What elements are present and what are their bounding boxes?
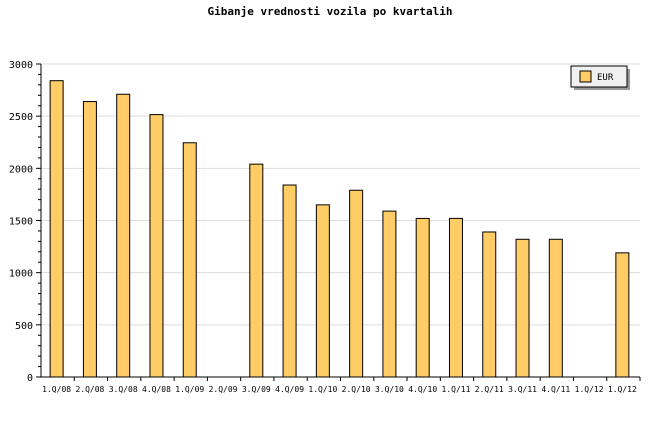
bar: [315, 204, 330, 378]
bar: [149, 114, 164, 378]
bar: [116, 93, 131, 378]
y-tick-label: 500: [15, 321, 33, 332]
x-tick-label: 3.Q/09: [242, 385, 271, 394]
x-tick-label: 2.Q/10: [342, 385, 371, 394]
bar: [448, 217, 463, 378]
y-tick-label: 0: [27, 373, 33, 384]
x-tick-label: 1.Q/09: [175, 385, 204, 394]
x-tick-label: 1.Q/08: [42, 385, 71, 394]
x-tick-label: 1.Q/11: [442, 385, 471, 394]
bar: [415, 217, 430, 378]
bar: [382, 210, 397, 378]
x-tick-label: 4.Q/09: [275, 385, 304, 394]
bar: [349, 189, 364, 378]
legend: EUR: [570, 65, 630, 90]
x-tick-label: 2.Q/11: [475, 385, 504, 394]
x-tick-label: 4.Q/10: [408, 385, 437, 394]
y-tick-label: 1000: [9, 269, 33, 280]
x-tick-label: 2.Q/08: [75, 385, 104, 394]
x-tick-label: 1.Q/12: [575, 385, 604, 394]
bar: [82, 101, 97, 378]
x-tick-label: 3.Q/10: [375, 385, 404, 394]
y-tick-label: 2500: [9, 112, 33, 123]
bar: [482, 231, 497, 378]
x-tick-label: 4.Q/08: [142, 385, 171, 394]
chart-title: Gibanje vrednosti vozila po kvartalih: [207, 5, 452, 18]
legend-label: EUR: [597, 73, 614, 83]
x-tick-label: 1.Q/12: [608, 385, 637, 394]
y-tick-label: 1500: [9, 217, 33, 228]
bar: [515, 238, 530, 378]
legend-swatch: [579, 70, 592, 83]
bar: [182, 142, 197, 378]
bar: [615, 252, 630, 378]
x-tick-label: 2.Q/09: [209, 385, 238, 394]
x-tick-label: 4.Q/11: [541, 385, 570, 394]
y-tick-label: 2000: [9, 164, 33, 175]
bar: [548, 238, 563, 378]
x-tick-label: 3.Q/08: [109, 385, 138, 394]
x-tick-label: 3.Q/11: [508, 385, 537, 394]
bar: [282, 184, 297, 378]
bar: [49, 80, 64, 378]
bar: [249, 163, 264, 378]
x-tick-label: 1.Q/10: [308, 385, 337, 394]
y-tick-label: 3000: [9, 60, 33, 71]
